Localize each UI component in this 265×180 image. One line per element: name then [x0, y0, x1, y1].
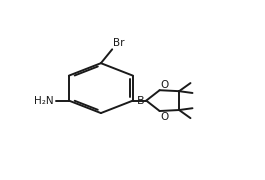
Text: O: O: [161, 112, 169, 122]
Text: B: B: [137, 96, 145, 106]
Text: Br: Br: [113, 38, 125, 48]
Text: O: O: [161, 80, 169, 89]
Text: H₂N: H₂N: [34, 96, 54, 106]
